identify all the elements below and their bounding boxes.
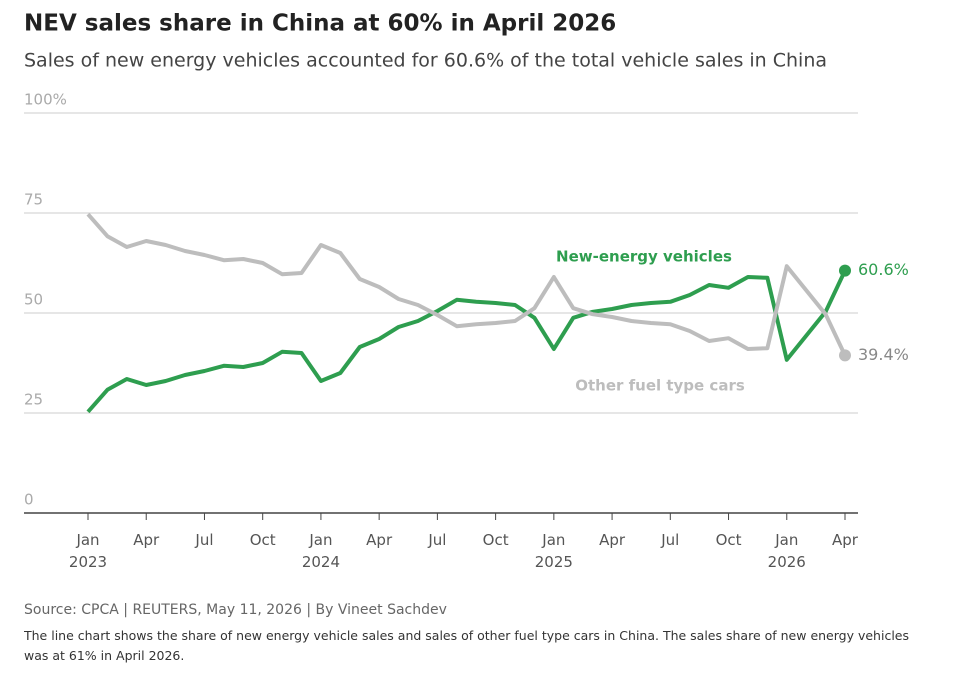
series-name: Other fuel type cars [575, 377, 745, 395]
x-tick-label: Apr [366, 531, 393, 549]
x-tick-label: Jul [427, 531, 446, 549]
x-tick-label: Jul [194, 531, 213, 549]
note: The line chart shows the share of new en… [24, 628, 909, 663]
y-tick-label: 25 [24, 391, 43, 409]
x-tick-label: Jan 2025 [535, 531, 573, 571]
chart-title: NEV sales share in China at 60% in April… [24, 11, 616, 37]
note-box: The line chart shows the share of new en… [24, 628, 909, 663]
x-tick-label: Apr [599, 531, 626, 549]
end-dot [839, 349, 851, 362]
x-tick-label: Oct [716, 531, 742, 549]
y-tick-label: 0 [24, 491, 34, 509]
y-tick-label: 50 [24, 291, 43, 309]
x-tick-label: Apr [133, 531, 160, 549]
x-tick-label: Jan 2026 [768, 531, 806, 571]
series-line [86, 269, 847, 414]
value-label: 39.4% [858, 345, 909, 364]
series-line [86, 212, 847, 357]
x-tick-label: Oct [483, 531, 509, 549]
y-tick-label: 100% [24, 91, 67, 109]
source: Source: CPCA | REUTERS, May 11, 2026 | B… [24, 602, 447, 618]
value-label: 60.6% [858, 260, 909, 279]
x-tick-label: Jul [660, 531, 679, 549]
x-tick-label: Jan 2024 [302, 531, 340, 571]
x-tick-label: Jan 2023 [69, 531, 107, 571]
x-tick-label: Oct [250, 531, 276, 549]
chart-subtitle: Sales of new energy vehicles accounted f… [24, 50, 827, 72]
y-tick-label: 75 [24, 191, 43, 209]
end-dot [839, 264, 851, 277]
series-name: New-energy vehicles [556, 248, 732, 266]
x-tick-label: Apr [832, 531, 859, 549]
